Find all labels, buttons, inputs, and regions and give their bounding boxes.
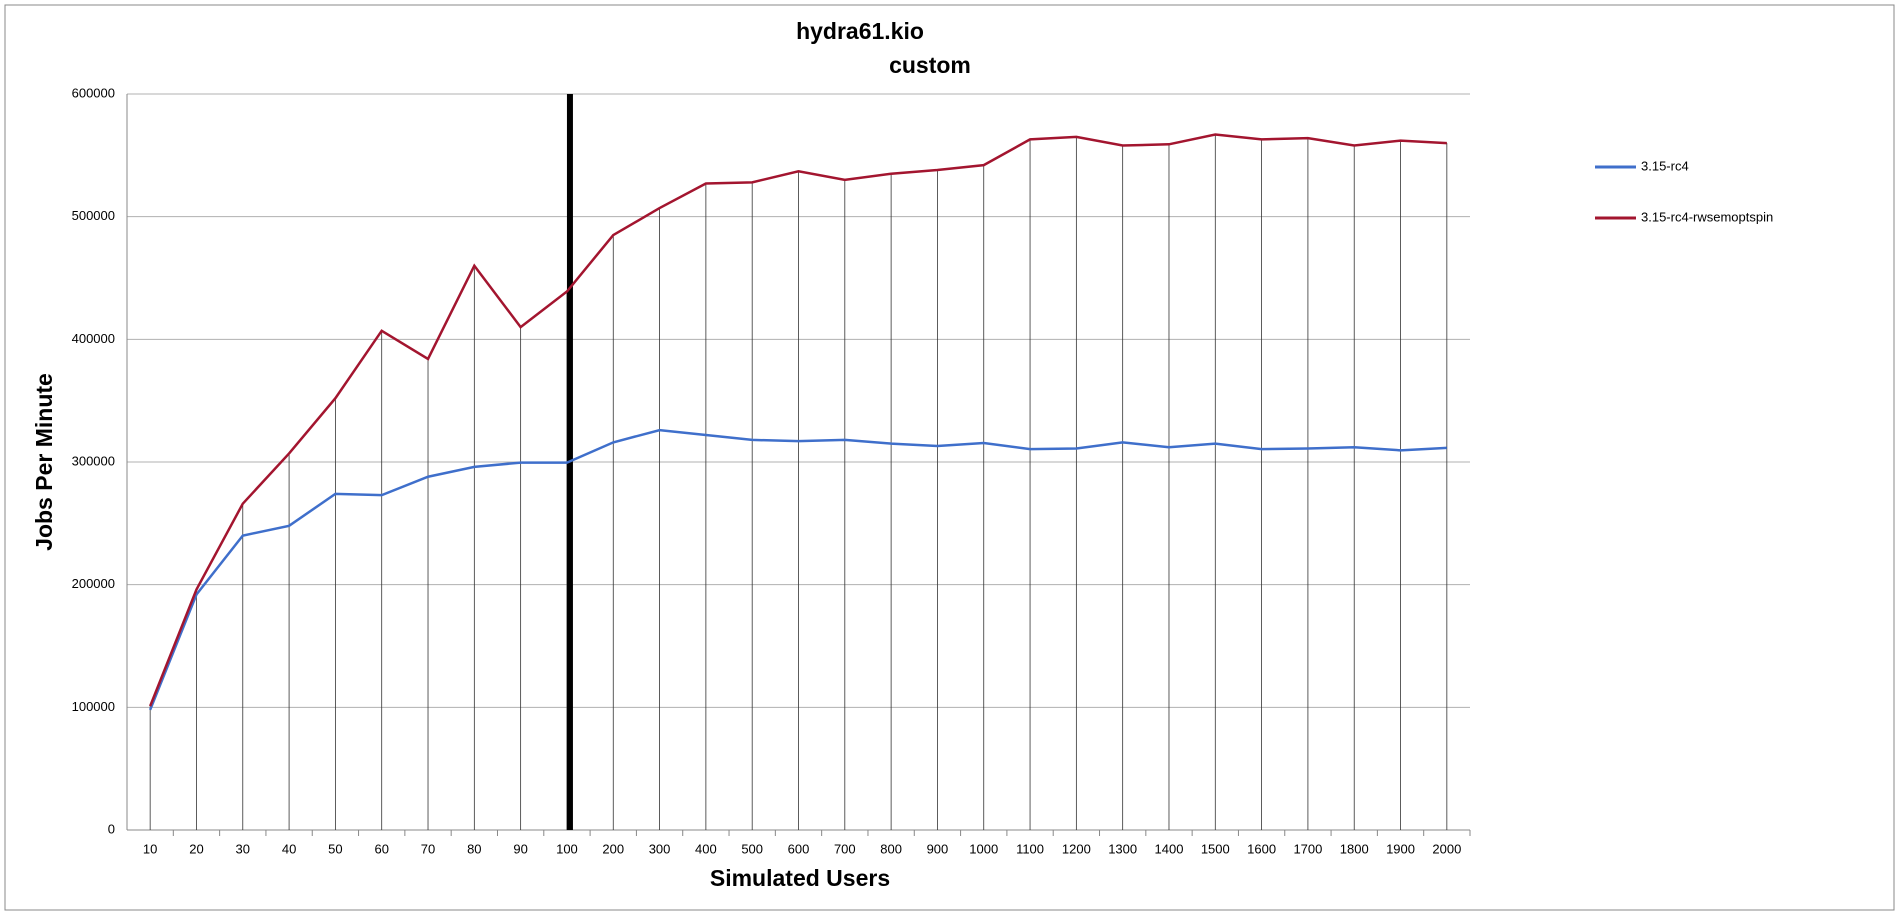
x-tick-label: 60 [374, 841, 388, 856]
x-tick-label: 1600 [1247, 841, 1276, 856]
y-axis-title: Jobs Per Minute [31, 373, 57, 551]
x-tick-label: 20 [189, 841, 203, 856]
chart-title: hydra61.kio [796, 18, 924, 44]
series-line [148, 428, 1447, 711]
x-tick-label: 30 [236, 841, 250, 856]
x-tick-label: 40 [282, 841, 296, 856]
x-tick-label: 300 [649, 841, 671, 856]
x-tick-label: 700 [834, 841, 856, 856]
x-tick-label: 1900 [1386, 841, 1415, 856]
x-tick-label: 200 [602, 841, 624, 856]
y-tick-label: 100000 [72, 699, 115, 714]
chart-frame [4, 4, 1895, 911]
x-tick-label: 800 [880, 841, 902, 856]
y-tick-label: 500000 [72, 208, 115, 223]
x-tick-label: 1500 [1201, 841, 1230, 856]
y-tick-label: 0 [108, 821, 115, 836]
x-tick-label: 500 [741, 841, 763, 856]
y-tick-label: 600000 [72, 85, 115, 100]
x-tick-label: 600 [788, 841, 810, 856]
x-tick-label: 400 [695, 841, 717, 856]
x-tick-label: 80 [467, 841, 481, 856]
x-tick-label: 900 [927, 841, 949, 856]
y-tick-label: 200000 [72, 576, 115, 591]
x-tick-label: 1000 [969, 841, 998, 856]
x-tick-label: 50 [328, 841, 342, 856]
chart-subtitle: custom [889, 52, 971, 78]
x-tick-label: 10 [143, 841, 157, 856]
x-tick-label: 1200 [1062, 841, 1091, 856]
x-tick-label: 1700 [1293, 841, 1322, 856]
x-tick-label: 2000 [1432, 841, 1461, 856]
legend-label: 3.15-rc4 [1641, 158, 1689, 173]
x-tick-label: 1400 [1155, 841, 1184, 856]
x-tick-label: 1300 [1108, 841, 1137, 856]
x-tick-label: 1800 [1340, 841, 1369, 856]
y-tick-label: 400000 [72, 331, 115, 346]
series-line [148, 133, 1447, 707]
legend-label: 3.15-rc4-rwsemoptspin [1641, 209, 1773, 224]
x-tick-label: 1100 [1016, 841, 1044, 856]
x-tick-label: 90 [513, 841, 527, 856]
x-tick-label: 70 [421, 841, 435, 856]
x-axis-title: Simulated Users [710, 865, 890, 891]
x-tick-label: 100 [556, 841, 578, 856]
y-tick-label: 300000 [72, 453, 115, 468]
